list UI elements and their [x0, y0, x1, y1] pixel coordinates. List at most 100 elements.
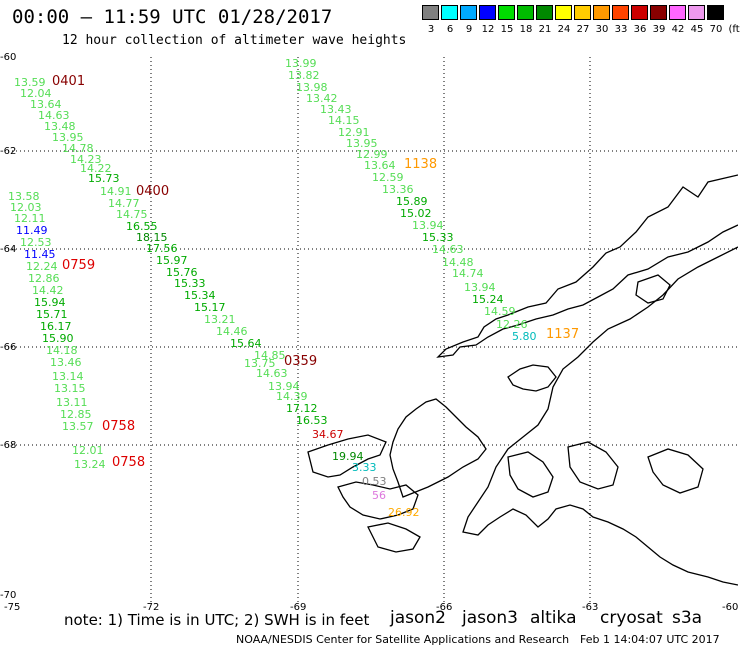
wave-height-value: 12.04	[20, 87, 52, 100]
lon-tick: -66	[436, 602, 453, 613]
wave-height-value: 13.14	[52, 370, 84, 383]
lon-tick: -60	[722, 602, 739, 613]
wave-height-value: 14.15	[328, 114, 360, 127]
wave-height-value: 12.53	[20, 236, 52, 249]
wave-height-value: 14.48	[442, 256, 474, 269]
lat-tick: -70	[0, 590, 17, 601]
wave-height-value: 13.57	[62, 420, 94, 433]
legend-unit: (ft)	[728, 24, 740, 35]
wave-height-value: 12.91	[338, 126, 370, 139]
wave-height-value: 14.75	[116, 208, 148, 221]
legend-label: 45	[690, 24, 704, 35]
wave-height-value: 15.34	[184, 289, 216, 302]
wave-height-value: 12.24	[26, 260, 58, 273]
wave-height-value: 13.58	[8, 190, 40, 203]
lat-tick: -62	[0, 146, 17, 157]
satellite-jason2: jason2	[390, 608, 446, 628]
satellite-s3a: s3a	[672, 608, 703, 628]
legend-label: 3	[427, 24, 435, 35]
legend-label: 21	[538, 24, 552, 35]
wave-height-value: 15.94	[34, 296, 66, 309]
wave-height-value: 12.11	[14, 212, 46, 225]
wave-height-value: 13.59	[14, 76, 46, 89]
wave-height-value: 14.78	[62, 142, 94, 155]
wave-height-value: 12.86	[28, 272, 60, 285]
wave-height-value: 13.99	[285, 57, 317, 70]
wave-height-value: 13.75	[244, 357, 276, 370]
satellite-altika: altika	[530, 608, 577, 628]
wave-height-value: 14.59	[484, 305, 516, 318]
wave-height-value: 12.59	[372, 171, 404, 184]
wave-height-value: 0.53	[362, 475, 387, 488]
map-title: 00:00 – 11:59 UTC 01/28/2017	[12, 6, 333, 28]
pass-time-label: 1138	[404, 157, 438, 172]
legend-label: 24	[557, 24, 571, 35]
wave-height-value: 14.63	[38, 109, 70, 122]
wave-height-value: 19.94	[332, 450, 364, 463]
legend-swatch	[593, 5, 610, 20]
legend-label: 15	[500, 24, 514, 35]
wave-height-value: 56	[372, 489, 386, 502]
legend-swatch	[479, 5, 496, 20]
wave-height-value: 15.17	[194, 301, 226, 314]
map-subtitle: 12 hour collection of altimeter wave hei…	[62, 33, 407, 48]
wave-height-value: 13.64	[364, 159, 396, 172]
pass-time-label: 0758	[112, 455, 146, 470]
wave-height-value: 14.74	[452, 267, 484, 280]
wave-height-value: 13.94	[412, 219, 444, 232]
wave-height-value: 12.01	[72, 444, 104, 457]
legend-swatch	[555, 5, 572, 20]
wave-height-value: 14.77	[108, 197, 140, 210]
wave-height-value: 15.64	[230, 337, 262, 350]
lon-tick: -72	[143, 602, 160, 613]
legend-swatch	[688, 5, 705, 20]
wave-height-value: 13.94	[268, 380, 300, 393]
wave-height-value: 14.39	[276, 390, 308, 403]
wave-height-value: 34.67	[312, 428, 344, 441]
wave-height-value: 13.42	[306, 92, 338, 105]
wave-height-value: 14.23	[70, 153, 102, 166]
wave-height-value: 14.22	[80, 162, 112, 175]
wave-height-value: 13.11	[56, 396, 88, 409]
wave-height-value: 14.42	[32, 284, 64, 297]
wave-height-value: 12.26	[496, 318, 528, 331]
wave-height-value: 13.48	[44, 120, 76, 133]
satellite-cryosat: cryosat	[600, 608, 663, 628]
map-canvas	[8, 57, 738, 605]
wave-height-value: 17.56	[146, 242, 178, 255]
wave-height-value: 16.55	[126, 220, 158, 233]
wave-height-value: 13.36	[382, 183, 414, 196]
wave-height-value: 15.33	[174, 277, 206, 290]
wave-height-value: 14.63	[432, 243, 464, 256]
wave-height-value: 13.94	[464, 281, 496, 294]
wave-height-value: 14.63	[256, 367, 288, 380]
legend-label: 33	[614, 24, 628, 35]
wave-height-value: 14.85	[254, 349, 286, 362]
credit-line: NOAA/NESDIS Center for Satellite Applica…	[236, 633, 570, 646]
legend-label: 12	[481, 24, 495, 35]
wave-height-value: 15.33	[422, 231, 454, 244]
wave-height-value: 14.46	[216, 325, 248, 338]
legend-swatch	[612, 5, 629, 20]
wave-height-value: 13.95	[52, 131, 84, 144]
wave-height-value: 15.97	[156, 254, 188, 267]
lat-tick: -60	[0, 52, 17, 63]
pass-time-label: 0400	[136, 184, 170, 199]
wave-height-value: 14.18	[46, 344, 78, 357]
wave-height-value: 5.80	[512, 330, 537, 343]
wave-height-value: 18.15	[136, 231, 168, 244]
wave-height-value: 13.82	[288, 69, 320, 82]
wave-height-value: 11.49	[16, 224, 48, 237]
wave-height-value: 12.03	[10, 201, 42, 214]
legend-label: 9	[465, 24, 473, 35]
satellite-jason3: jason3	[462, 608, 518, 628]
wave-height-value: 13.95	[346, 137, 378, 150]
wave-height-value: 13.98	[296, 81, 328, 94]
lon-tick: -69	[290, 602, 307, 613]
legend-swatch	[422, 5, 439, 20]
legend-label: 42	[671, 24, 685, 35]
wave-height-value: 14.91	[100, 185, 132, 198]
wave-height-value: 12.85	[60, 408, 92, 421]
pass-time-label: 0359	[284, 354, 318, 369]
legend-swatch	[669, 5, 686, 20]
